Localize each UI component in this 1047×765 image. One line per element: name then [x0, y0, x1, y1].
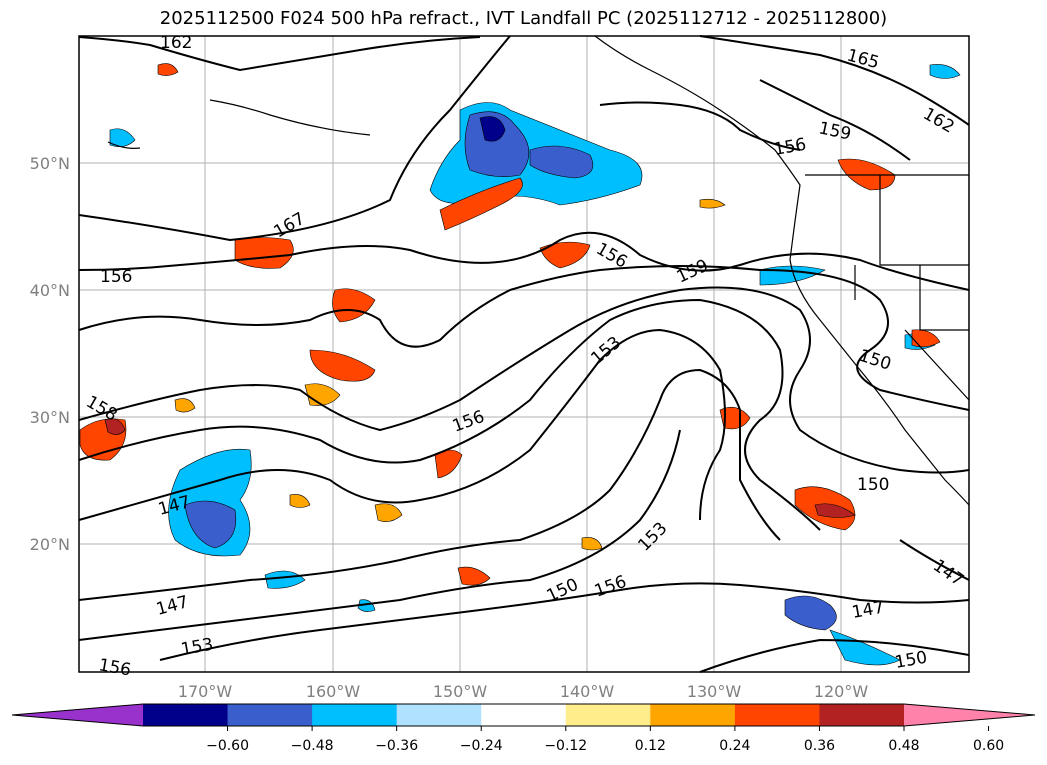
colorbar-extend-low [12, 704, 143, 726]
map-frame [78, 35, 970, 673]
colorbar-outline [11, 703, 1036, 727]
colorbar-segment [819, 704, 905, 726]
colorbar-tick-label: −0.60 [206, 738, 249, 754]
colorbar-segment [565, 704, 651, 726]
colorbar-segment [143, 704, 229, 726]
lon-label-150w: 150°W [433, 682, 488, 701]
height-contours [78, 35, 970, 673]
colorbar: −0.60 −0.48 −0.36 −0.24 −0.12 0.12 0.24 0.36 0.4… [11, 703, 1036, 754]
colorbar-tick-label: 0.48 [888, 738, 919, 754]
lon-label-120w: 120°W [814, 682, 869, 701]
colorbar-tick-label: −0.24 [460, 738, 503, 754]
colorbar-segment [734, 704, 820, 726]
colorbar-segment [227, 704, 313, 726]
lat-label-20n: 20°N [30, 535, 70, 554]
lat-label-40n: 40°N [30, 281, 70, 300]
lon-label-160w: 160°W [306, 682, 361, 701]
colorbar-tick-label: −0.12 [544, 738, 587, 754]
lat-label-50n: 50°N [30, 154, 70, 173]
colorbar-tick-label: 0.24 [719, 738, 750, 754]
chart-title: 2025112500 F024 500 hPa refract., IVT La… [159, 8, 888, 29]
contour-label-150-southeast: 150 [857, 475, 889, 495]
colorbar-tick-label: 0.12 [635, 738, 666, 754]
positive-anomaly-regions [79, 63, 941, 586]
coastlines [107, 35, 970, 506]
lon-label-140w: 140°W [560, 682, 615, 701]
contour-label-156-west: 156 [100, 267, 132, 287]
longitude-labels: 170°W 160°W 150°W 140°W 130°W 120°W [178, 682, 869, 701]
lat-label-30n: 30°N [30, 408, 70, 427]
colorbar-segment [396, 704, 482, 726]
contour-label-162-top: 162 [160, 33, 192, 53]
colorbar-segment [481, 704, 567, 726]
colorbar-segment [312, 704, 398, 726]
colorbar-tick-label: 0.60 [973, 738, 1004, 754]
colorbar-tick-label: −0.36 [375, 738, 418, 754]
colorbar-tick-label: 0.36 [804, 738, 835, 754]
latitude-labels: 50°N 40°N 30°N 20°N [30, 154, 70, 554]
negative-anomaly-regions [109, 64, 961, 666]
colorbar-tick-label: −0.48 [291, 738, 334, 754]
lon-label-130w: 130°W [687, 682, 742, 701]
colorbar-segment [650, 704, 736, 726]
contour-label-156-bottom: 156 [97, 655, 132, 680]
colorbar-extend-high [904, 704, 1035, 726]
lon-label-170w: 170°W [178, 682, 233, 701]
